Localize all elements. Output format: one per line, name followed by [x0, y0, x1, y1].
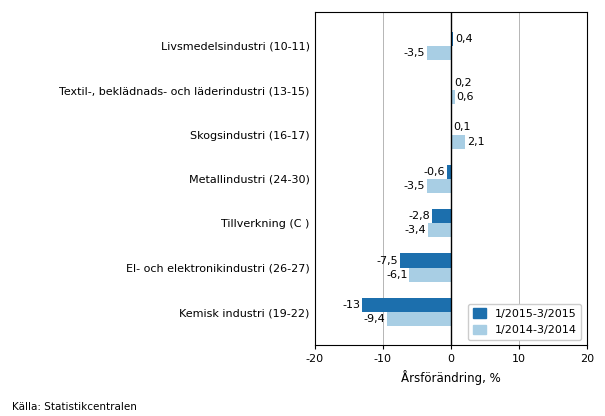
Bar	[451, 90, 455, 104]
Text: -0,6: -0,6	[424, 167, 445, 177]
Text: 0,6: 0,6	[457, 92, 474, 102]
Text: 0,1: 0,1	[453, 122, 471, 132]
Bar	[432, 209, 451, 223]
Bar	[427, 179, 451, 193]
Text: -2,8: -2,8	[408, 211, 430, 221]
Text: 0,2: 0,2	[454, 78, 471, 88]
Bar	[400, 253, 451, 267]
Bar	[409, 267, 451, 282]
Text: -3,5: -3,5	[404, 48, 425, 58]
Bar	[451, 32, 454, 46]
Text: Källa: Statistikcentralen: Källa: Statistikcentralen	[12, 402, 137, 412]
Text: -6,1: -6,1	[386, 270, 408, 280]
Bar	[427, 46, 451, 60]
Text: -7,5: -7,5	[376, 255, 398, 265]
Bar	[451, 76, 452, 90]
Text: -3,4: -3,4	[404, 225, 426, 235]
Bar	[387, 312, 451, 326]
Text: -9,4: -9,4	[363, 314, 385, 324]
Text: 2,1: 2,1	[466, 136, 485, 146]
Bar	[428, 223, 451, 238]
Bar	[446, 165, 451, 179]
Text: -13: -13	[342, 300, 361, 310]
Legend: 1/2015-3/2015, 1/2014-3/2014: 1/2015-3/2015, 1/2014-3/2014	[468, 304, 581, 340]
Bar	[451, 134, 465, 149]
Text: 0,4: 0,4	[455, 34, 473, 44]
X-axis label: Årsförändring, %: Årsförändring, %	[401, 370, 500, 385]
Bar	[362, 298, 451, 312]
Text: -3,5: -3,5	[404, 181, 425, 191]
